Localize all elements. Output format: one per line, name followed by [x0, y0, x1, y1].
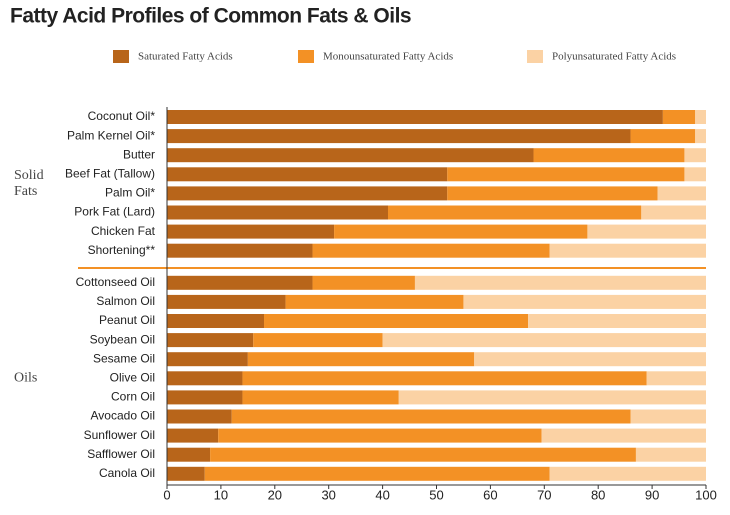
category-label: Peanut Oil	[99, 313, 155, 327]
bar-segment	[382, 333, 706, 348]
bar-segment	[167, 186, 448, 201]
bar-segment	[695, 129, 706, 144]
bar-segment	[167, 390, 243, 405]
bar-segment	[167, 129, 631, 144]
bar-segment	[541, 428, 706, 443]
bar-segment	[587, 224, 706, 239]
bar-segment	[167, 314, 265, 328]
bar-segment	[549, 243, 706, 258]
x-tick-label: 20	[268, 487, 282, 502]
category-label: Palm Oil*	[105, 186, 155, 200]
bar-segment	[167, 352, 248, 367]
category-label: Palm Kernel Oil*	[67, 128, 155, 142]
bar-segment	[167, 205, 388, 220]
x-tick-label: 30	[321, 487, 335, 502]
category-label: Soybean Oil	[90, 332, 155, 346]
bar-segment	[646, 371, 706, 386]
bar-segment	[334, 224, 588, 239]
bar-segment	[635, 447, 706, 462]
bar-segment	[684, 148, 706, 163]
legend-swatch	[298, 50, 314, 63]
legend-label: Polyunsaturated Fatty Acids	[552, 51, 676, 63]
bar-segment	[167, 167, 448, 182]
bar-segment	[533, 148, 685, 163]
bar-segment	[167, 243, 313, 258]
x-tick-label: 50	[429, 487, 443, 502]
bar-segment	[167, 110, 663, 124]
category-label: Sesame Oil	[93, 351, 155, 365]
bar-segment	[167, 148, 534, 163]
bar-segment	[167, 371, 243, 386]
x-tick-label: 70	[537, 487, 551, 502]
category-label: Chicken Fat	[91, 224, 156, 238]
bar-segment	[463, 294, 706, 309]
bar-segment	[312, 243, 550, 258]
legend-label: Saturated Fatty Acids	[138, 51, 233, 63]
bar-segment	[167, 333, 254, 348]
category-label: Sunflower Oil	[84, 428, 155, 442]
bar-segment	[641, 205, 706, 220]
bar-segment	[312, 275, 415, 290]
bar-segment	[253, 333, 383, 348]
bar-segment	[474, 352, 706, 367]
category-label: Cottonseed Oil	[76, 275, 155, 289]
bar-segment	[167, 428, 219, 443]
bar-segment	[167, 224, 335, 239]
chart-title: Fatty Acid Profiles of Common Fats & Oil…	[10, 5, 411, 28]
category-label: Canola Oil	[99, 466, 155, 480]
category-label: Pork Fat (Lard)	[74, 205, 155, 219]
bar-segment	[630, 409, 706, 424]
group-label: Solid Fats	[14, 168, 44, 199]
bar-segment	[247, 352, 475, 367]
bar-segment	[684, 167, 706, 182]
category-label: Salmon Oil	[96, 294, 155, 308]
x-tick-label: 80	[591, 487, 605, 502]
bar-segment	[204, 466, 550, 481]
bar-segment	[630, 129, 696, 144]
bar-segment	[167, 275, 313, 290]
x-tick-label: 60	[483, 487, 497, 502]
bar-segment	[695, 110, 706, 124]
category-label: Coconut Oil*	[88, 109, 156, 123]
x-tick-label: 40	[375, 487, 389, 502]
category-label: Safflower Oil	[87, 447, 155, 461]
bar-segment	[167, 294, 286, 309]
bar-segment	[398, 390, 706, 405]
bar-segment	[447, 167, 685, 182]
group-label: Oils	[14, 371, 37, 386]
x-tick-label: 10	[214, 487, 228, 502]
bar-segment	[528, 314, 706, 328]
bar-segment	[264, 314, 529, 328]
legend-swatch	[113, 50, 129, 63]
bar-segment	[167, 447, 211, 462]
category-label: Shortening**	[88, 243, 156, 257]
bar-segment	[285, 294, 464, 309]
bar-segment	[242, 390, 399, 405]
legend-swatch	[527, 50, 543, 63]
bar-segment	[657, 186, 706, 201]
bar-segment	[167, 466, 205, 481]
bar-segment	[414, 275, 706, 290]
x-tick-label: 100	[695, 487, 717, 502]
category-label: Olive Oil	[110, 370, 155, 384]
category-label: Butter	[123, 147, 155, 161]
x-tick-label: 90	[645, 487, 659, 502]
bar-segment	[167, 409, 232, 424]
category-label: Beef Fat (Tallow)	[65, 166, 155, 180]
bar-segment	[231, 409, 631, 424]
bar-segment	[447, 186, 658, 201]
x-tick-label: 0	[163, 487, 170, 502]
bar-segment	[662, 110, 696, 124]
bar-segment	[210, 447, 636, 462]
bar-segment	[218, 428, 542, 443]
bar-segment	[387, 205, 642, 220]
legend-label: Monounsaturated Fatty Acids	[323, 51, 453, 63]
bar-segment	[549, 466, 706, 481]
category-label: Avocado Oil	[91, 409, 155, 423]
category-label: Corn Oil	[111, 390, 155, 404]
bar-segment	[242, 371, 647, 386]
